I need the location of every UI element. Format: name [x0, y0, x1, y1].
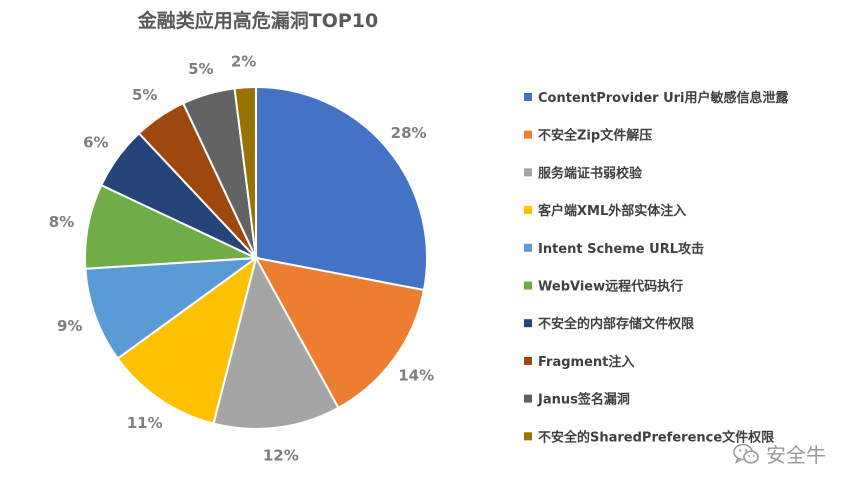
pie-slices — [84, 85, 428, 431]
pie-slice-2 — [254, 256, 426, 410]
legend-swatch-3 — [524, 168, 532, 177]
legend: ContentProvider Uri用户敏感信息泄露不安全Zip文件解压服务端… — [524, 90, 790, 445]
pie-label-8: 5% — [132, 86, 157, 104]
legend-label-4: 客户端XML外部实体注入 — [538, 203, 686, 219]
legend-label-2: 不安全Zip文件解压 — [538, 128, 652, 144]
pie-data-labels: 28% 14% 12% 11% 9% 8% 6% 5% 5% 2% — [49, 52, 434, 464]
watermark-text: 安全牛 — [766, 443, 826, 467]
legend-swatch-1 — [524, 93, 532, 101]
legend-swatch-7 — [524, 319, 532, 328]
watermark: 安全牛 — [732, 439, 826, 468]
legend-swatch-2 — [524, 130, 532, 139]
legend-label-10: 不安全的SharedPreference文件权限 — [538, 429, 775, 445]
legend-swatch-5 — [524, 243, 532, 252]
pie-slice-1 — [255, 85, 428, 292]
legend-label-8: Fragment注入 — [538, 354, 634, 370]
wechat-icon — [732, 442, 760, 466]
legend-swatch-4 — [524, 206, 532, 215]
pie-label-2: 14% — [398, 366, 434, 384]
pie-label-7: 6% — [83, 134, 108, 152]
pie-label-6: 8% — [49, 213, 74, 231]
pie-slice-5 — [84, 256, 260, 360]
legend-label-7: 不安全的内部存储文件权限 — [538, 316, 695, 332]
pie-label-9: 5% — [188, 60, 213, 78]
legend-label-3: 服务端证书弱校验 — [538, 165, 643, 181]
legend-label-5: Intent Scheme URL攻击 — [538, 241, 704, 257]
legend-swatch-9 — [524, 394, 532, 403]
pie-slice-4 — [116, 255, 258, 425]
legend-label-1: ContentProvider Uri用户敏感信息泄露 — [538, 90, 790, 106]
pie-label-5: 9% — [57, 317, 82, 335]
pie-slice-3 — [212, 255, 340, 431]
pie-label-3: 12% — [263, 446, 299, 464]
legend-swatch-8 — [524, 356, 532, 365]
legend-label-6: WebView远程代码执行 — [538, 279, 683, 295]
legend-label-9: Janus签名漏洞 — [537, 392, 630, 408]
legend-swatch-10 — [524, 432, 532, 441]
pie-slice-10 — [233, 85, 257, 259]
pie-label-10: 2% — [231, 52, 256, 70]
pie-label-1: 28% — [391, 124, 427, 142]
pie-label-4: 11% — [127, 414, 163, 432]
chart-title: 金融类应用高危漏洞TOP10 — [137, 9, 378, 32]
legend-swatch-6 — [524, 281, 532, 290]
